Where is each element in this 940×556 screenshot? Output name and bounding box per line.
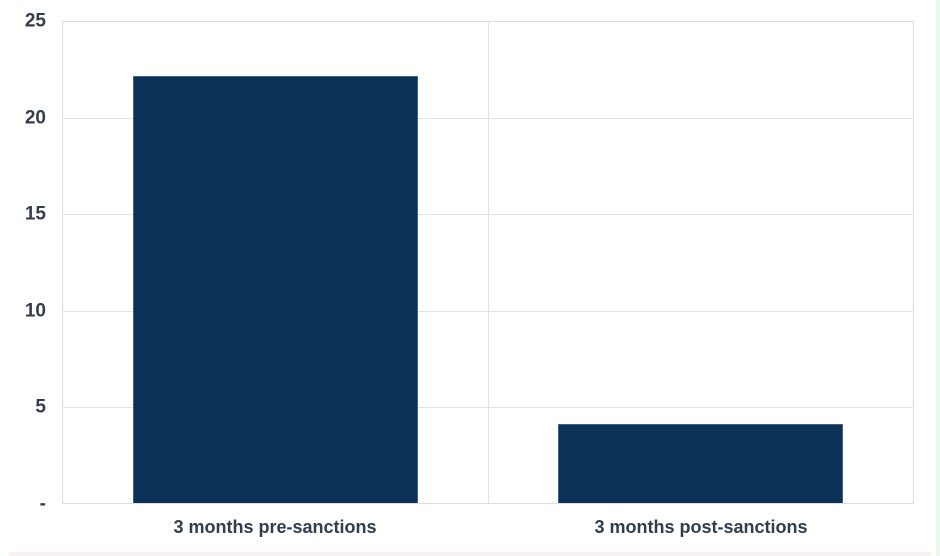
x-axis: 3 months pre-sanctions 3 months post-sanc…: [62, 514, 914, 540]
y-axis: - 5 10 15 20 25: [0, 12, 46, 514]
plot-area: [62, 21, 914, 504]
right-edge-decoration: [936, 0, 940, 556]
bar-slot-3-months-post-sanctions: [488, 22, 913, 503]
bottom-edge-decoration: [8, 552, 932, 556]
y-tick-label-25: 25: [24, 10, 46, 32]
y-tick-label-10: 10: [24, 300, 46, 322]
y-tick-label-15: 15: [24, 203, 46, 225]
y-tick-label-5: 5: [35, 396, 46, 418]
y-tick-label-20: 20: [24, 107, 46, 129]
category-label-3-months-pre-sanctions: 3 months pre-sanctions: [173, 517, 377, 537]
bar-slot-3-months-pre-sanctions: [63, 22, 488, 503]
bar-3-months-pre-sanctions: [133, 75, 418, 503]
y-tick-label-0: -: [39, 493, 46, 515]
category-label-3-months-post-sanctions: 3 months post-sanctions: [594, 517, 808, 537]
gridline-category-divider-1: [488, 22, 489, 503]
bar-3-months-post-sanctions: [558, 424, 843, 503]
